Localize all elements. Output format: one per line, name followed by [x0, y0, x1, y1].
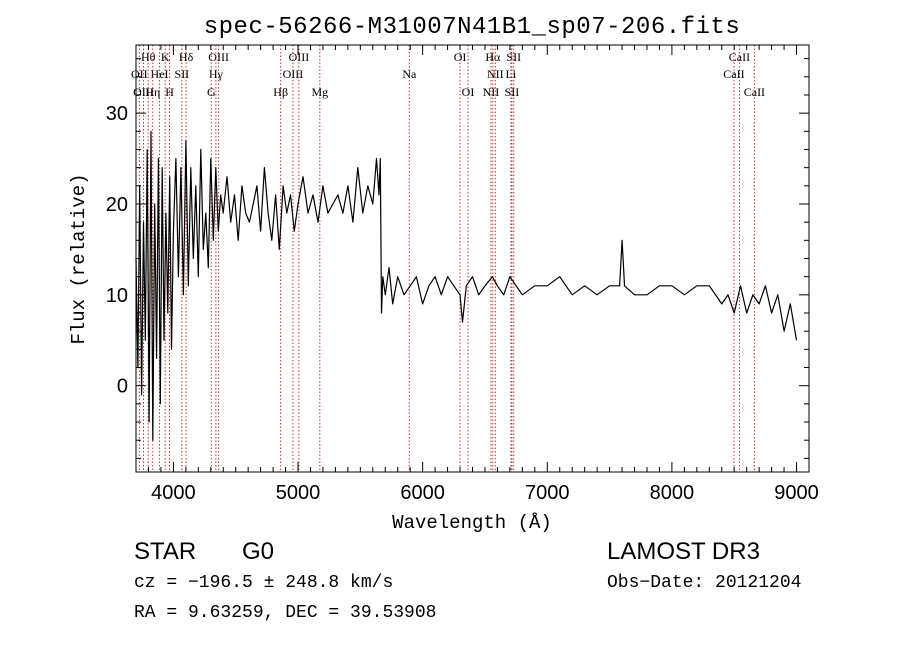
line-marker-label: K [161, 50, 170, 64]
line-marker-label: NII [483, 85, 500, 99]
x-axis-label: Wavelength (Å) [392, 512, 552, 534]
line-marker-label: Hθ [141, 50, 156, 64]
y-tick-label: 20 [106, 194, 128, 216]
line-marker-label: OIII [289, 50, 310, 64]
line-marker-label: CaII [729, 50, 750, 64]
survey-name: LAMOST DR3 [607, 538, 760, 565]
ra-dec: RA = 9.63259, DEC = 39.53908 [134, 603, 437, 623]
object-subclass: G0 [242, 538, 275, 565]
line-marker-label: H [165, 85, 174, 99]
spectrum-series [135, 130, 798, 441]
plot-frame [135, 44, 810, 473]
x-tick-label: 9000 [774, 482, 819, 504]
x-tick-label: 5000 [276, 482, 321, 504]
y-tick-label: 30 [106, 103, 128, 125]
line-marker-label: OIII [283, 67, 304, 81]
line-marker-label: SII [175, 67, 190, 81]
line-marker-label: OIII [208, 50, 229, 64]
line-marker-label: SII [506, 50, 521, 64]
x-tick-label: 4000 [151, 482, 196, 504]
line-marker-label: G [207, 85, 216, 99]
line-marker-label: Hα [485, 50, 501, 64]
y-tick-label: 10 [106, 285, 128, 307]
line-marker-label: Hγ [209, 67, 224, 81]
line-marker-label: CaII [723, 67, 744, 81]
axes: 4000 5000 6000 7000 8000 9000 0 10 20 30 [106, 45, 819, 504]
x-tick-label: 6000 [400, 482, 445, 504]
x-tick-label: 7000 [525, 482, 570, 504]
line-marker-label: OIII [133, 85, 154, 99]
line-marker-label: HeI [151, 67, 169, 81]
line-marker-label: Mg [311, 85, 328, 99]
line-marker-label: SII [505, 85, 520, 99]
line-marker-label: OII [131, 67, 148, 81]
redshift-cz: cz = −196.5 ± 248.8 km/s [134, 573, 394, 593]
line-marker-label: Hβ [273, 85, 288, 99]
line-marker-label: CaII [744, 85, 765, 99]
object-type: STAR [134, 538, 197, 565]
x-tick-label: 8000 [650, 482, 695, 504]
y-tick-label: 0 [117, 376, 128, 398]
line-marker-label: Hδ [179, 50, 194, 64]
line-marker-label: Na [402, 67, 417, 81]
line-markers: Hθ K Hδ OIII OIII OI Hα SII CaII OII HeI SII Hγ OIII N… [131, 45, 765, 472]
line-marker-label: OI [454, 50, 467, 64]
obs-date: Obs−Date: 20121204 [607, 573, 802, 593]
line-marker-label: Hη [145, 85, 160, 99]
chart-title: spec-56266-M31007N41B1_sp07-206.fits [204, 14, 740, 41]
line-marker-label: NII [487, 67, 504, 81]
spectrum-line [135, 130, 798, 441]
line-marker-label: Li [506, 67, 517, 81]
y-axis-label: Flux (relative) [68, 173, 90, 344]
line-marker-label: OI [462, 85, 475, 99]
